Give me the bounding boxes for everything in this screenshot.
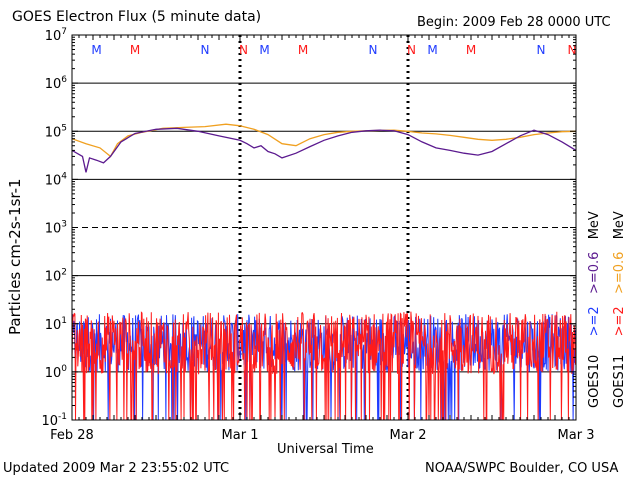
legend-goes10: GOES10 >=2 >=0.6 MeV bbox=[587, 211, 602, 408]
mn-marker: M bbox=[91, 43, 101, 57]
credit: NOAA/SWPC Boulder, CO USA bbox=[425, 461, 619, 476]
legend-goes10-low: >=0.6 bbox=[587, 251, 602, 295]
legend-goes11-low: >=0.6 bbox=[612, 251, 627, 295]
y-tick-label: 107 bbox=[45, 27, 67, 44]
mn-marker: N bbox=[537, 43, 546, 57]
legend-goes11-label: GOES11 bbox=[612, 354, 627, 408]
y-tick-label: 104 bbox=[45, 171, 68, 188]
y-axis-label: Particles cm-2s-1sr-1 bbox=[6, 178, 24, 335]
begin-time: Begin: 2009 Feb 28 0000 UTC bbox=[417, 15, 611, 30]
high-energy-series bbox=[72, 311, 576, 420]
high-energy-trace bbox=[72, 311, 576, 420]
x-tick-label: Mar 3 bbox=[558, 428, 595, 443]
axis-labels: 10-1 100 101 102 103 104 105 106 107 Feb 28 Mar 1 M… bbox=[41, 27, 594, 443]
x-tick-label: Mar 2 bbox=[390, 428, 427, 443]
legend-goes11-high: >=2 bbox=[612, 306, 627, 337]
mn-marker: M bbox=[130, 43, 140, 57]
mn-marker: N bbox=[239, 43, 248, 57]
mn-marker: M bbox=[466, 43, 476, 57]
mn-marker: N bbox=[407, 43, 416, 57]
x-tick-label: Mar 1 bbox=[222, 428, 259, 443]
x-axis-label: Universal Time bbox=[277, 442, 374, 457]
legend-goes10-high: >=2 bbox=[587, 306, 602, 337]
y-tick-label: 101 bbox=[45, 316, 67, 333]
chart-title: GOES Electron Flux (5 minute data) bbox=[12, 9, 262, 25]
low-energy-series bbox=[72, 123, 576, 173]
updated-time: Updated 2009 Mar 2 23:55:02 UTC bbox=[3, 461, 230, 476]
y-tick-label: 105 bbox=[45, 123, 67, 140]
y-tick-label: 10-1 bbox=[41, 412, 67, 429]
y-tick-label: 100 bbox=[45, 364, 68, 381]
legend-goes11: GOES11 >=2 >=0.6 MeV bbox=[612, 211, 627, 408]
legend-goes10-label: GOES10 bbox=[587, 354, 602, 408]
mn-marker: M bbox=[298, 43, 308, 57]
legend-goes10-unit: MeV bbox=[587, 211, 602, 240]
y-tick-label: 106 bbox=[45, 75, 68, 92]
y-tick-label: 103 bbox=[45, 220, 67, 237]
mn-marker: M bbox=[427, 43, 437, 57]
axis-ticks bbox=[71, 34, 577, 421]
mn-marker: M bbox=[259, 43, 269, 57]
x-tick-label: Feb 28 bbox=[50, 428, 94, 443]
mn-marker: N bbox=[369, 43, 378, 57]
legend-goes11-unit: MeV bbox=[612, 211, 627, 240]
series-line bbox=[72, 127, 576, 173]
mn-marker: N bbox=[201, 43, 210, 57]
mn-marker: N bbox=[568, 43, 577, 57]
y-axis-label-text: Particles cm-2s-1sr-1 bbox=[6, 178, 24, 335]
y-tick-label: 102 bbox=[45, 268, 67, 285]
